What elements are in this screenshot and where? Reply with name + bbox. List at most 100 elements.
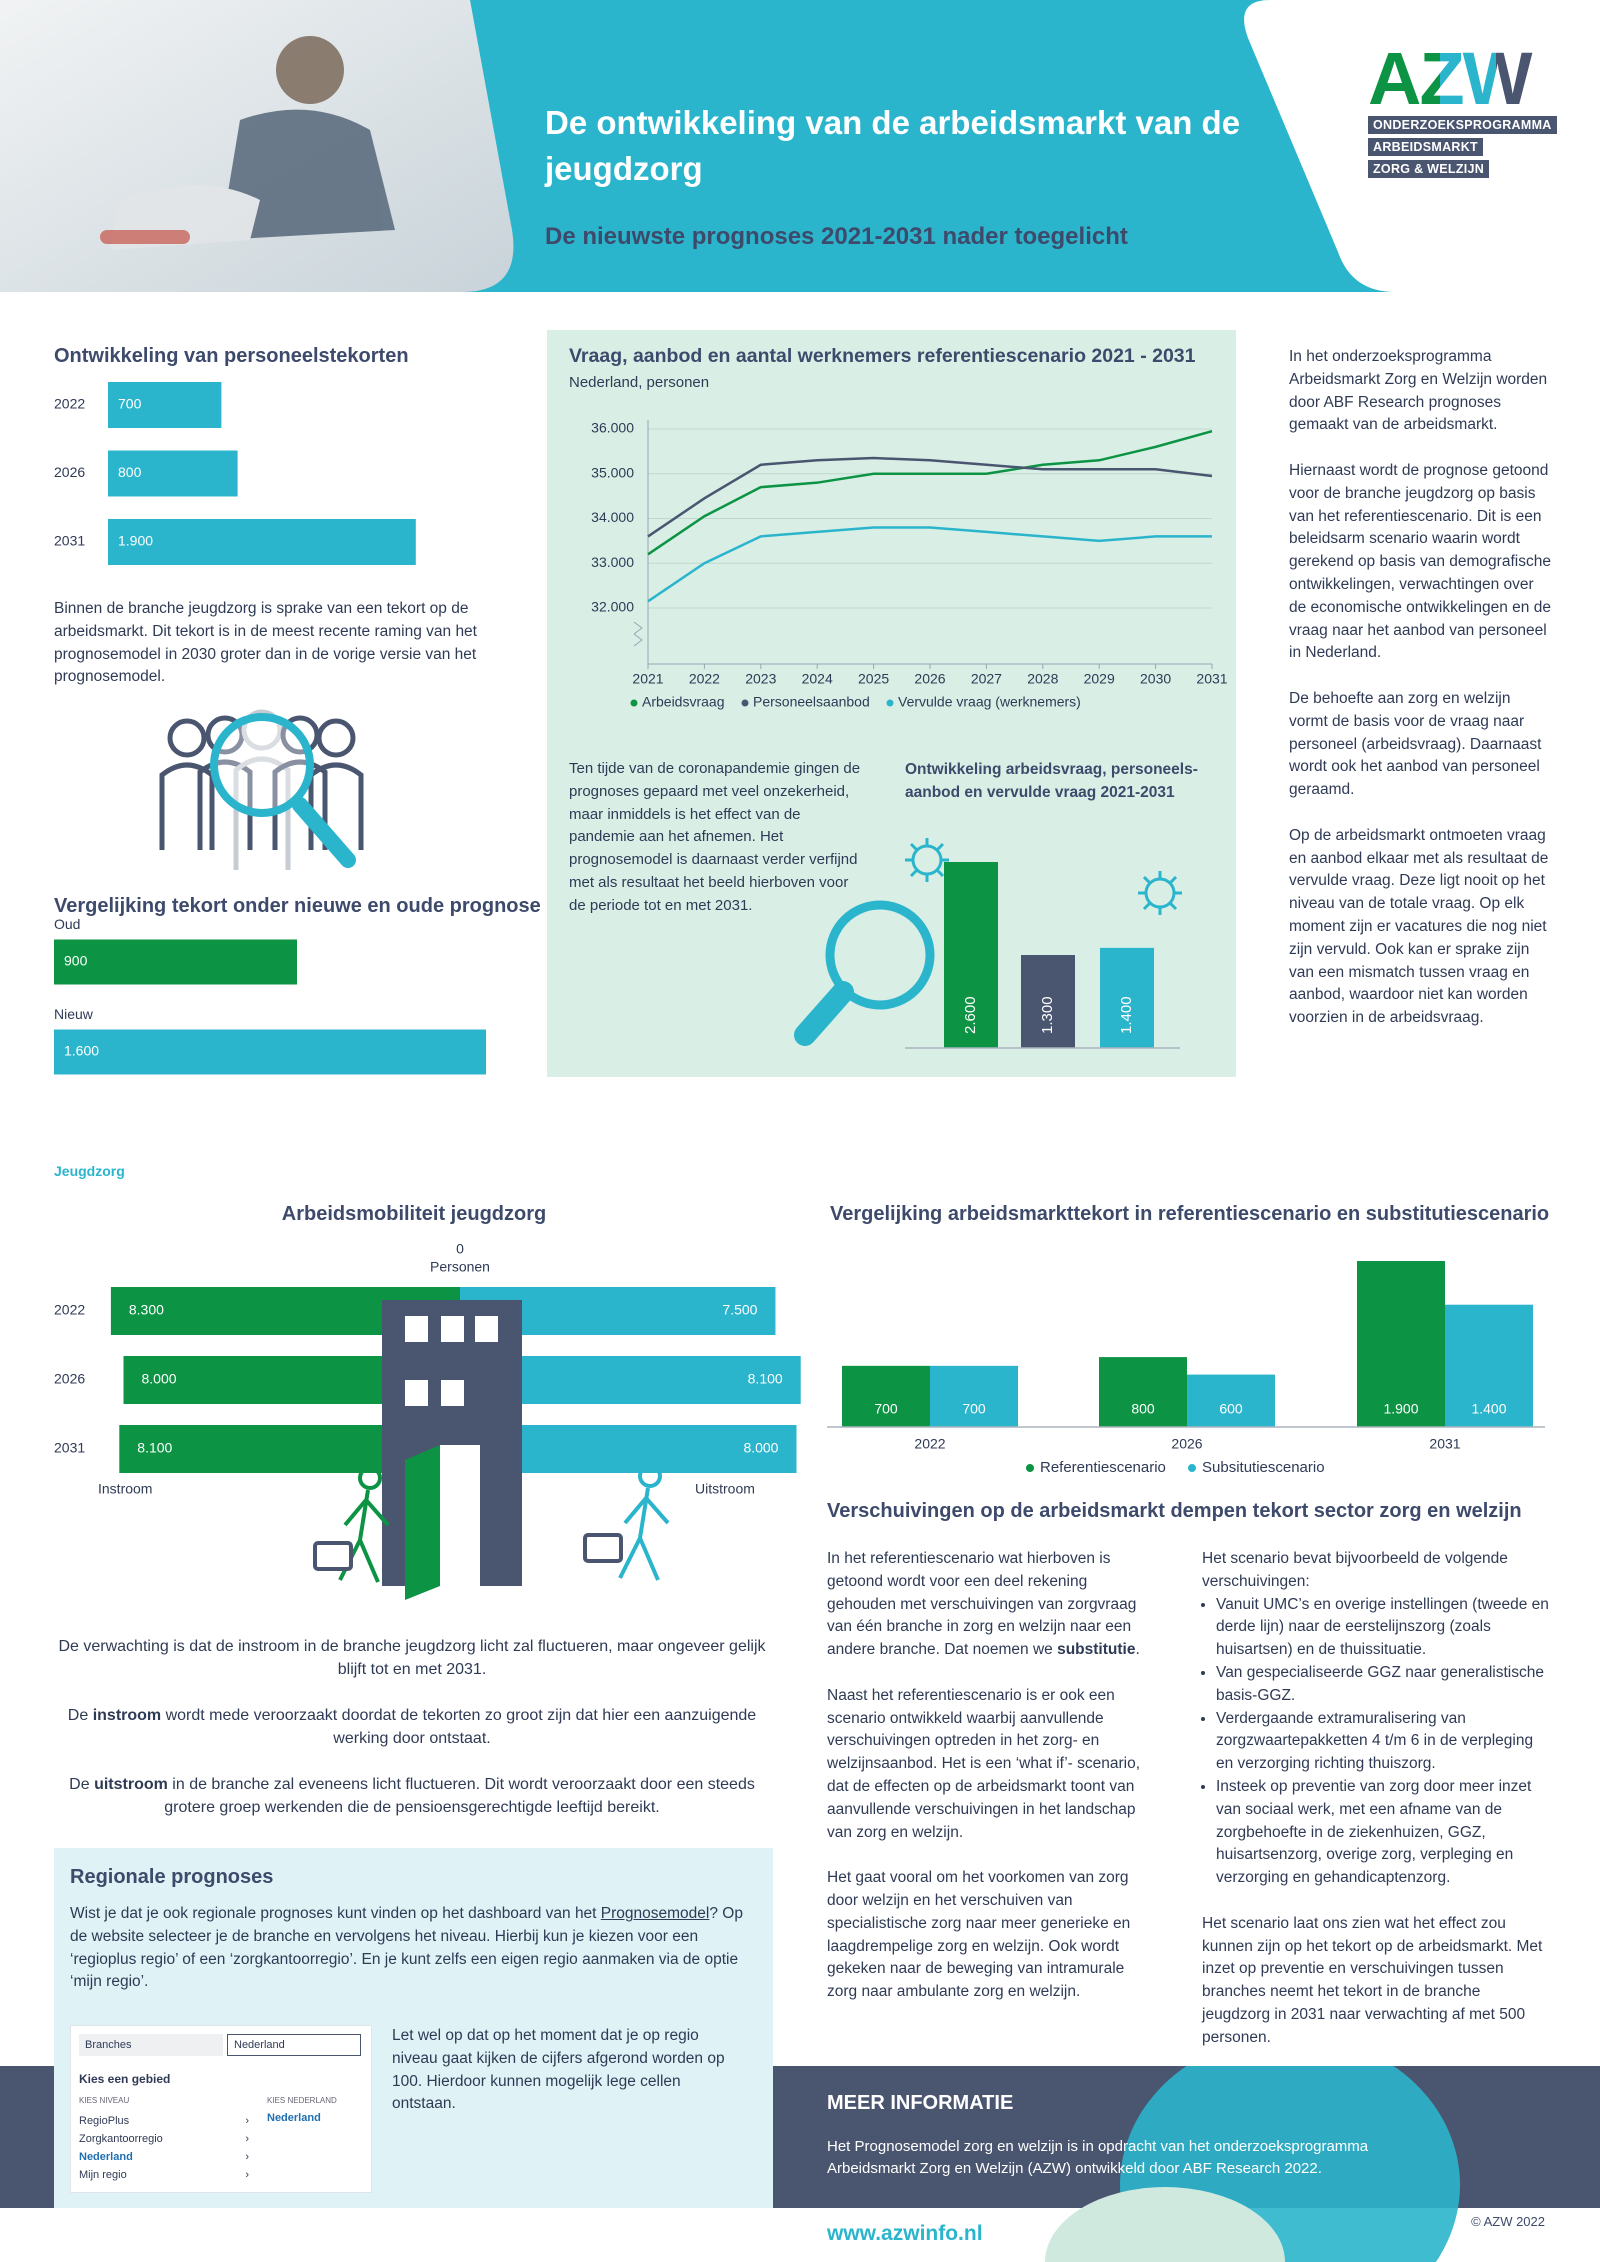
corona-illustration [794,838,1182,1046]
option-row: Nederland › [79,2148,249,2166]
x-tick-label: 2030 [1140,671,1171,687]
legend-marker [630,699,638,707]
column-title: KIES NEDERLAND [267,2096,337,2105]
x-tick-label: 2026 [1171,1436,1202,1452]
emphasis: uitstroom [94,1775,168,1793]
chevron-icon: › [245,2133,249,2145]
y-tick-label: 32.000 [591,599,634,615]
x-tick-label: 2022 [689,671,720,687]
legend-label: Vervulde vraag (werknemers) [898,694,1081,710]
chart-title: Arbeidsmobiliteit jeugdzorg [281,1203,547,1225]
option: Mijn regio [79,2169,127,2181]
chevron-icon: › [245,2169,249,2181]
paragraph: Naast het referentiescenario is er ook e… [827,1685,1147,1845]
logo-line-row: ARBEIDSMARKT [1368,138,1568,160]
dropdown: Branches [79,2034,223,2056]
footer-link[interactable]: www.azwinfo.nl [827,2222,983,2245]
text-run: ? Op de website selecteer je de branche … [70,1905,743,1991]
bar [1445,1304,1533,1427]
legend-label: Referentiescenario [1040,1459,1166,1476]
x-tick-label: 2028 [1027,671,1058,687]
value-label: 700 [962,1401,986,1417]
logo: AZW ONDERZOEKSPROGRAMMA ARBEIDSMARKT ZORG … [1368,42,1568,182]
logo-line: ONDERZOEKSPROGRAMMA [1368,116,1557,134]
x-tick-label: 2025 [858,671,889,687]
text-run: Wist je dat je ook regionale prognoses k… [70,1905,601,1922]
legend-label: Instroom [98,1481,152,1497]
legend-marker [1188,1464,1196,1472]
paragraph: Hiernaast wordt de prognose getoond voor… [1289,461,1551,662]
chevron-icon: › [245,2151,249,2163]
y-tick-label: 35.000 [591,464,634,480]
bar [944,862,998,1048]
paragraph: Wist je dat je ook regionale prognoses k… [70,1903,760,1994]
chart-title: Vergelijking arbeidsmarkttekort in refer… [830,1203,1550,1225]
x-tick-label: 2022 [914,1436,945,1452]
text-column: In het onderzoeksprogramma Arbeidsmarkt … [1289,346,1551,1053]
bar [1187,1374,1275,1427]
legend-label: Subsitutiescenario [1202,1459,1325,1476]
paragraph: In het referentiescenario wat hierboven … [827,1548,1147,1662]
category-label: 2031 [54,1440,85,1456]
x-tick-label: 2023 [745,671,776,687]
bullet: Insteek op preventie van zorg door meer … [1216,1776,1552,1890]
bullet: Vanuit UMC’s en overige instellingen (tw… [1216,1594,1552,1662]
logo-line: ARBEIDSMARKT [1368,138,1483,156]
text-run: De [67,1706,93,1724]
value-label: 1.400 [1471,1401,1506,1417]
page-title: De ontwikkeling van de arbeidsmarkt van … [545,104,1241,187]
x-tick-label: 2027 [971,671,1002,687]
option-row: Zorgkantoorregio › [79,2130,249,2148]
paragraph: In het onderzoeksprogramma Arbeidsmarkt … [1289,348,1548,434]
footer-text: Het Prognosemodel zorg en welzijn is in … [827,2138,1369,2177]
emphasis: instroom [92,1706,162,1724]
legend-label: Uitstroom [695,1481,755,1497]
paragraph: Het scenario laat ons zien wat het effec… [1202,1914,1543,2046]
chart-title: Vergelijking tekort onder nieuwe en oude… [54,895,541,917]
bar [54,939,297,985]
logo-line: ZORG & WELZIJN [1368,160,1490,178]
paragraph: Het gaat vooral om het voorkomen van zor… [827,1867,1147,2004]
paragraph: De behoefte aan zorg en welzijn vormt de… [1289,689,1542,799]
value-label: 8.100 [748,1371,783,1387]
people-illustration [159,709,364,870]
x-tick-label: 2031 [1196,671,1227,687]
legend-label: Personeelsaanbod [753,694,870,710]
emphasis: substitutie [1057,1641,1136,1659]
text-run: wordt mede veroorzaakt doordat de tekort… [161,1706,757,1747]
screenshot-heading: Kies een gebied [79,2072,171,2086]
value-label: 8.100 [137,1440,172,1456]
chevron-icon: › [245,2115,249,2127]
bar [54,1029,486,1075]
axis-break [633,621,643,647]
logo-lines: ONDERZOEKSPROGRAMMA ARBEIDSMARKT ZORG & WE… [1368,116,1568,182]
value-label: 600 [1219,1401,1243,1417]
y-tick-label: 33.000 [591,554,634,570]
value-label: 900 [64,953,88,969]
box-title: Regionale prognoses [70,1866,274,1888]
category-label: 2026 [54,464,85,480]
footer-shapes [1045,2066,1460,2262]
text-run: Het gaat vooral om het voorkomen van zor… [827,1869,1131,2001]
bar [108,519,416,565]
bullet: Verdergaande extramuralisering van zorgz… [1216,1708,1552,1776]
value-label: 700 [118,396,142,412]
x-tick-label: 2021 [632,671,663,687]
paragraph: De instroom wordt mede veroorzaakt doord… [54,1704,770,1750]
bullet-list: Vanuit UMC’s en overige instellingen (tw… [1202,1594,1552,1890]
category-label: 2022 [54,1302,85,1318]
value-label: 8.000 [142,1371,177,1387]
y-tick-label: 34.000 [591,509,634,525]
link[interactable]: Prognosemodel [600,1905,710,1922]
value-label: 7.500 [722,1302,757,1318]
search-box: Nederland [227,2034,361,2056]
x-tick-label: 2024 [802,671,833,687]
paragraph: Binnen de branche jeugdzorg is sprake va… [54,600,477,686]
logo-line-row: ONDERZOEKSPROGRAMMA [1368,116,1568,138]
line-series [647,526,1212,603]
value-label: 1.400 [1118,996,1135,1034]
category-label: 2022 [54,396,85,412]
legend-marker [741,699,749,707]
copyright: © AZW 2022 [1471,2214,1545,2229]
x-tick-label: 0 [456,1241,464,1257]
